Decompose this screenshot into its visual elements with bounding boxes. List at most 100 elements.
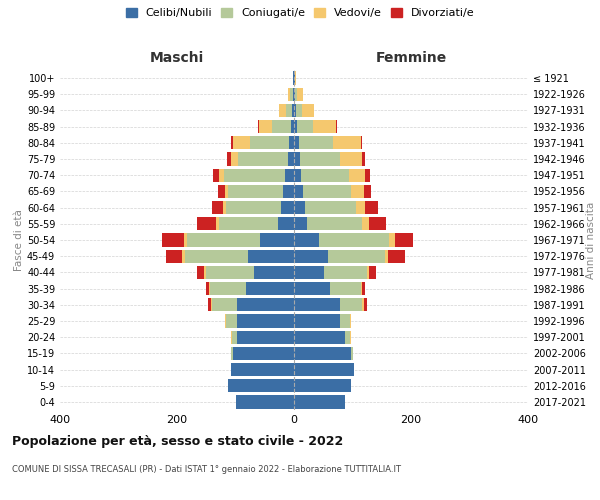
- Bar: [362, 282, 365, 295]
- Bar: [197, 217, 216, 230]
- Bar: [299, 136, 332, 149]
- Bar: [216, 217, 219, 230]
- Bar: [294, 379, 352, 392]
- Bar: [288, 88, 290, 101]
- Bar: [259, 120, 272, 134]
- Bar: [250, 136, 289, 149]
- Bar: [231, 346, 233, 360]
- Bar: [340, 314, 350, 328]
- Bar: [303, 185, 351, 198]
- Bar: [166, 250, 182, 263]
- Bar: [305, 201, 356, 214]
- Bar: [356, 201, 365, 214]
- Bar: [294, 201, 305, 214]
- Bar: [294, 217, 307, 230]
- Bar: [294, 298, 340, 312]
- Bar: [280, 104, 286, 117]
- Bar: [294, 314, 340, 328]
- Bar: [185, 250, 248, 263]
- Bar: [225, 314, 226, 328]
- Bar: [294, 120, 297, 134]
- Bar: [226, 201, 281, 214]
- Bar: [362, 217, 370, 230]
- Bar: [218, 185, 225, 198]
- Bar: [232, 136, 233, 149]
- Bar: [351, 185, 364, 198]
- Bar: [232, 152, 238, 166]
- Bar: [227, 152, 232, 166]
- Bar: [288, 152, 294, 166]
- Bar: [260, 234, 294, 246]
- Bar: [182, 250, 185, 263]
- Bar: [293, 88, 294, 101]
- Text: Maschi: Maschi: [150, 51, 204, 65]
- Y-axis label: Fasce di età: Fasce di età: [14, 209, 24, 271]
- Bar: [232, 330, 236, 344]
- Bar: [229, 379, 294, 392]
- Bar: [225, 185, 228, 198]
- Bar: [295, 72, 296, 85]
- Bar: [219, 217, 278, 230]
- Bar: [364, 298, 367, 312]
- Bar: [292, 104, 294, 117]
- Bar: [291, 120, 294, 134]
- Bar: [224, 168, 285, 182]
- Bar: [362, 152, 365, 166]
- Bar: [328, 250, 385, 263]
- Bar: [294, 282, 330, 295]
- Bar: [233, 136, 250, 149]
- Bar: [361, 136, 362, 149]
- Bar: [294, 396, 346, 408]
- Bar: [278, 217, 294, 230]
- Bar: [302, 104, 314, 117]
- Bar: [294, 168, 301, 182]
- Bar: [361, 282, 362, 295]
- Bar: [236, 314, 294, 328]
- Bar: [212, 201, 223, 214]
- Bar: [290, 88, 293, 101]
- Bar: [297, 88, 303, 101]
- Bar: [349, 168, 365, 182]
- Bar: [223, 201, 226, 214]
- Bar: [231, 330, 232, 344]
- Bar: [300, 152, 340, 166]
- Bar: [294, 88, 295, 101]
- Bar: [248, 250, 294, 263]
- Bar: [335, 120, 337, 134]
- Bar: [352, 346, 353, 360]
- Bar: [313, 120, 335, 134]
- Bar: [388, 250, 404, 263]
- Bar: [236, 330, 294, 344]
- Bar: [211, 298, 212, 312]
- Bar: [272, 120, 291, 134]
- Bar: [246, 282, 294, 295]
- Text: COMUNE DI SISSA TRECASALI (PR) - Dati ISTAT 1° gennaio 2022 - Elaborazione TUTTI: COMUNE DI SISSA TRECASALI (PR) - Dati IS…: [12, 465, 401, 474]
- Text: Popolazione per età, sesso e stato civile - 2022: Popolazione per età, sesso e stato civil…: [12, 435, 343, 448]
- Bar: [197, 266, 205, 279]
- Bar: [340, 152, 362, 166]
- Bar: [238, 152, 288, 166]
- Bar: [233, 346, 294, 360]
- Bar: [283, 185, 294, 198]
- Bar: [294, 136, 299, 149]
- Bar: [213, 168, 219, 182]
- Bar: [294, 266, 325, 279]
- Bar: [301, 168, 349, 182]
- Bar: [296, 104, 302, 117]
- Bar: [367, 266, 370, 279]
- Bar: [228, 185, 283, 198]
- Bar: [370, 217, 386, 230]
- Bar: [350, 330, 352, 344]
- Bar: [294, 346, 352, 360]
- Bar: [231, 363, 294, 376]
- Bar: [254, 266, 294, 279]
- Bar: [226, 314, 236, 328]
- Bar: [289, 136, 294, 149]
- Bar: [205, 266, 206, 279]
- Bar: [285, 168, 294, 182]
- Bar: [219, 168, 224, 182]
- Bar: [364, 185, 371, 198]
- Bar: [395, 234, 413, 246]
- Bar: [294, 250, 328, 263]
- Bar: [235, 396, 294, 408]
